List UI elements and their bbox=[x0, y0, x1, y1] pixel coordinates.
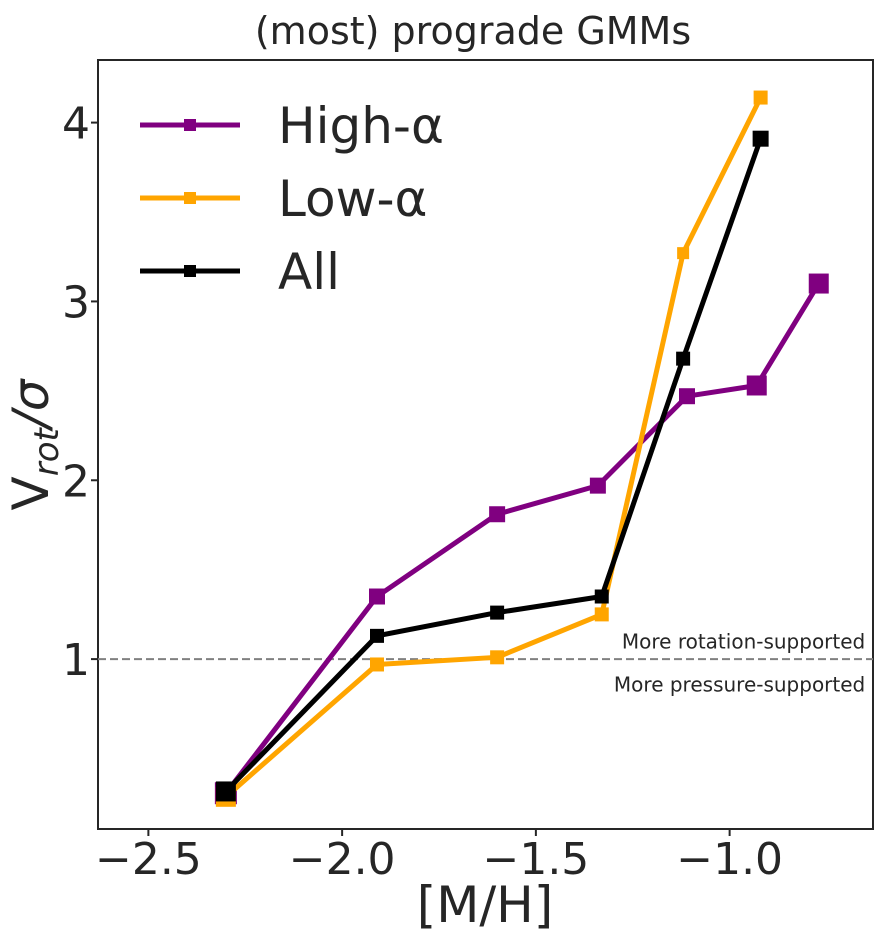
y-tick-label-1: 2 bbox=[62, 456, 90, 507]
legend-label-all: All bbox=[278, 243, 340, 301]
annotation-1: More pressure-supported bbox=[614, 672, 865, 696]
y-axis-label: Vrot/σ bbox=[2, 378, 67, 510]
plot-frame bbox=[97, 59, 874, 830]
y-tick-label-2: 3 bbox=[62, 277, 90, 328]
point-low-alpha-5 bbox=[753, 90, 768, 105]
chart-title: (most) prograde GMMs bbox=[255, 9, 691, 53]
point-high-alpha-4 bbox=[679, 388, 695, 405]
y-tick-label-0: 1 bbox=[62, 635, 90, 686]
point-high-alpha-2 bbox=[489, 506, 506, 523]
point-all-3 bbox=[594, 589, 609, 604]
point-low-alpha-4 bbox=[677, 247, 690, 260]
series-all bbox=[215, 130, 769, 802]
legend-label-low-alpha: Low-α bbox=[278, 170, 427, 228]
legend-marker-high-alpha bbox=[184, 119, 196, 131]
point-low-alpha-3 bbox=[594, 607, 609, 622]
point-all-1 bbox=[370, 628, 384, 643]
series-line-all bbox=[224, 137, 763, 794]
point-all-4 bbox=[676, 351, 691, 366]
point-low-alpha-1 bbox=[370, 657, 384, 672]
y-axis-label-rest: /σ bbox=[2, 378, 60, 432]
x-tick-label-1: −2.0 bbox=[289, 834, 396, 885]
x-axis-label: [M/H] bbox=[417, 876, 554, 934]
annotation-layer: More rotation-supported More pressure-sup… bbox=[614, 629, 865, 696]
annotation-0: More rotation-supported bbox=[622, 629, 865, 653]
series-layer bbox=[214, 90, 829, 807]
legend-marker-low-alpha bbox=[184, 192, 196, 204]
point-high-alpha-3 bbox=[589, 477, 606, 494]
point-high-alpha-1 bbox=[369, 588, 385, 605]
series-line-low-alpha bbox=[224, 96, 763, 799]
legend-item-high-alpha: High-α bbox=[140, 97, 444, 155]
x-tick-label-2: −1.5 bbox=[482, 834, 589, 885]
x-tick-label-0: −2.5 bbox=[95, 834, 202, 885]
y-ticks: 1 2 3 4 bbox=[62, 99, 98, 686]
legend-item-low-alpha: Low-α bbox=[140, 170, 427, 228]
point-high-alpha-6 bbox=[808, 273, 829, 294]
point-high-alpha-5 bbox=[746, 375, 767, 396]
point-low-alpha-2 bbox=[490, 650, 505, 665]
point-all-0 bbox=[215, 781, 236, 802]
point-all-5 bbox=[752, 130, 769, 147]
x-tick-label-3: −1.0 bbox=[676, 834, 783, 885]
point-all-2 bbox=[490, 605, 505, 620]
y-tick-label-3: 4 bbox=[62, 99, 90, 150]
legend-item-all: All bbox=[140, 243, 340, 301]
legend-marker-all bbox=[184, 265, 196, 277]
x-ticks: −2.5 −2.0 −1.5 −1.0 bbox=[95, 829, 783, 885]
legend-label-high-alpha: High-α bbox=[278, 97, 444, 155]
y-axis-label-sub: rot bbox=[27, 426, 67, 476]
y-axis-label-main: V bbox=[2, 476, 60, 510]
legend: High-α Low-α All bbox=[140, 97, 444, 301]
